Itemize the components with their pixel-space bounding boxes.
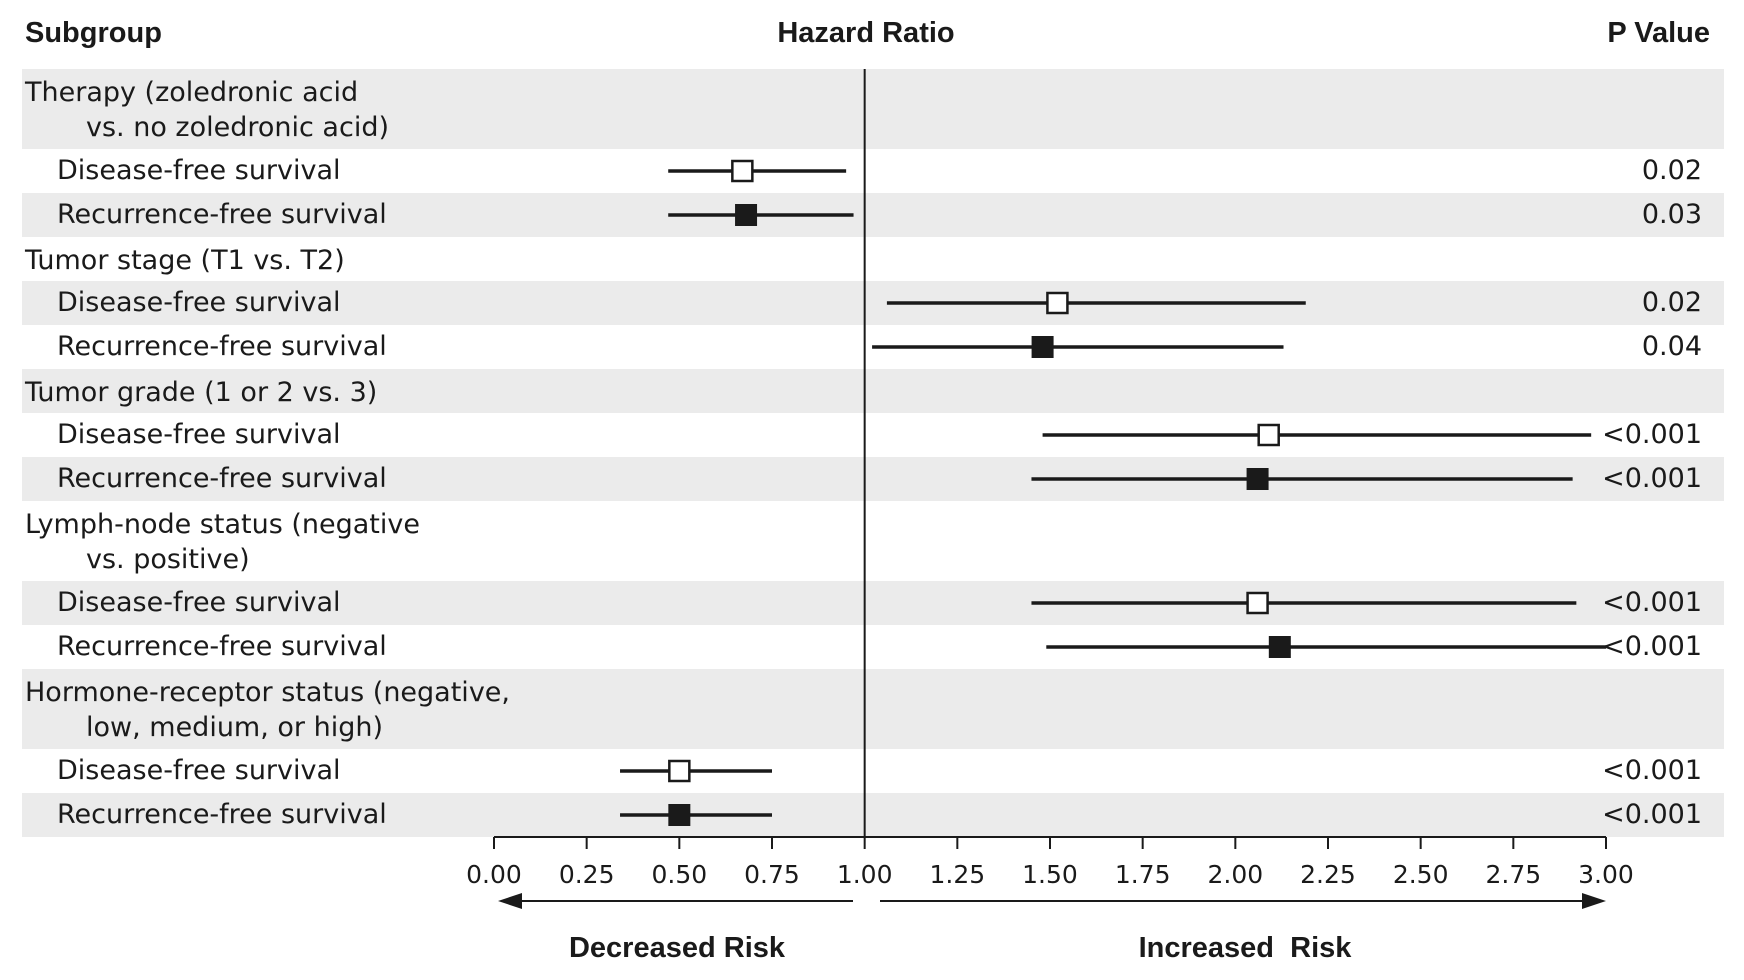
x-axis: 0.00 0.25 0.50 0.75 1.00 1.25 1.50 1.75 2.00 2.25… <box>466 836 1634 889</box>
hazard-ratio-point-filled <box>1246 468 1269 490</box>
x-tick-label: 2.00 <box>1207 860 1263 889</box>
p-values: 0.02 0.03 0.02 0.04 <0.001 <0.001 <0.001 <0.001… <box>1602 155 1702 830</box>
confidence-intervals <box>620 169 1606 817</box>
hazard-ratio-point-filled <box>668 804 691 826</box>
outcome-label: Recurrence-free survival <box>57 199 387 230</box>
hazard-ratio-header: Hazard Ratio <box>777 17 954 49</box>
p-value: <0.001 <box>1602 419 1702 450</box>
p-value: 0.02 <box>1642 155 1702 186</box>
outcome-label: Disease-free survival <box>57 419 341 450</box>
subgroup-label: Hormone-receptor status (negative, <box>25 677 510 708</box>
subgroup-label: Therapy (zoledronic acid <box>24 77 358 108</box>
hazard-ratio-point-open <box>731 159 754 183</box>
x-tick-label: 0.50 <box>651 860 707 889</box>
p-value: <0.001 <box>1602 755 1702 786</box>
row-stripe <box>22 281 1724 325</box>
row-stripe <box>22 369 1724 413</box>
x-tick-label: 1.00 <box>837 860 893 889</box>
direction-arrows <box>498 893 1606 909</box>
subgroup-label: vs. no zoledronic acid) <box>86 112 389 143</box>
subgroup-label: Lymph-node status (negative <box>25 509 420 540</box>
x-tick-label: 0.00 <box>466 860 522 889</box>
subgroup-header: Subgroup <box>25 17 162 49</box>
p-value: <0.001 <box>1602 463 1702 494</box>
increased-risk-label: Increased Risk <box>1139 932 1353 964</box>
subgroup-label: Tumor grade (1 or 2 vs. 3) <box>24 377 377 408</box>
hazard-ratio-point-open <box>668 759 691 783</box>
x-tick-label: 1.75 <box>1115 860 1171 889</box>
p-value: 0.04 <box>1642 331 1702 362</box>
row-stripe <box>22 793 1724 837</box>
x-tick-label: 0.25 <box>559 860 615 889</box>
decreased-risk-label: Decreased Risk <box>569 932 786 964</box>
hazard-ratio-point-open <box>1046 291 1069 315</box>
hazard-ratio-point-filled <box>1268 636 1291 658</box>
p-value-header: P Value <box>1607 17 1710 49</box>
hazard-ratio-point-open <box>1257 423 1280 447</box>
p-value: <0.001 <box>1602 587 1702 618</box>
p-value: 0.02 <box>1642 287 1702 318</box>
x-tick-label: 2.25 <box>1300 860 1356 889</box>
p-value: <0.001 <box>1602 631 1702 662</box>
row-stripe <box>22 69 1724 149</box>
x-tick-label: 2.50 <box>1393 860 1449 889</box>
outcome-label: Recurrence-free survival <box>57 463 387 494</box>
hazard-ratio-point-filled <box>1031 336 1054 358</box>
row-labels: Therapy (zoledronic acid vs. no zoledroni… <box>24 77 510 830</box>
outcome-label: Recurrence-free survival <box>57 331 387 362</box>
subgroup-label: vs. positive) <box>86 544 250 575</box>
point-estimates <box>668 159 1291 826</box>
outcome-label: Disease-free survival <box>57 587 341 618</box>
row-stripe <box>22 193 1724 237</box>
outcome-label: Disease-free survival <box>57 287 341 318</box>
increased-risk-arrowhead <box>1582 893 1606 909</box>
decreased-risk-arrowhead <box>498 893 522 909</box>
subgroup-label: Tumor stage (T1 vs. T2) <box>24 245 345 276</box>
hazard-ratio-point-open <box>1246 591 1269 615</box>
subgroup-label: low, medium, or high) <box>86 712 383 743</box>
x-tick-label: 1.50 <box>1022 860 1078 889</box>
outcome-label: Disease-free survival <box>57 155 341 186</box>
p-value: 0.03 <box>1642 199 1702 230</box>
x-tick-label: 1.25 <box>929 860 985 889</box>
row-stripe <box>22 669 1724 749</box>
x-tick-label: 3.00 <box>1578 860 1634 889</box>
x-tick-label: 2.75 <box>1485 860 1541 889</box>
x-tick-label: 0.75 <box>744 860 800 889</box>
outcome-label: Disease-free survival <box>57 755 341 786</box>
outcome-label: Recurrence-free survival <box>57 799 387 830</box>
outcome-label: Recurrence-free survival <box>57 631 387 662</box>
p-value: <0.001 <box>1602 799 1702 830</box>
hazard-ratio-point-filled <box>735 204 758 226</box>
